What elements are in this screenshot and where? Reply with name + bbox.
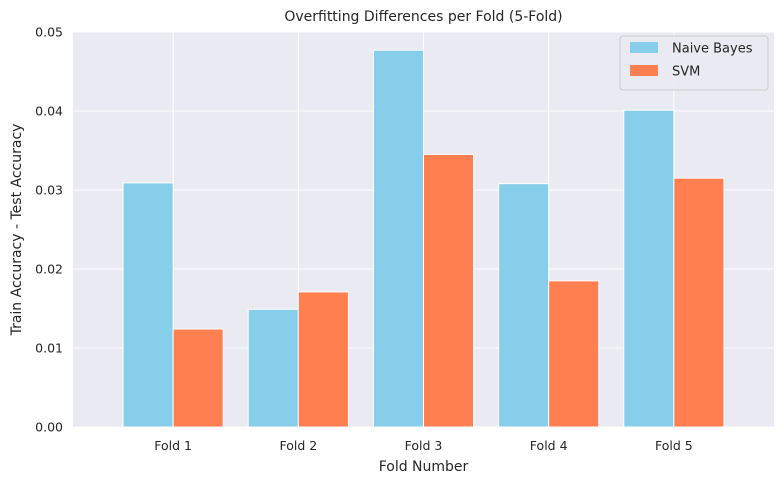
chart-title: Overfitting Differences per Fold (5-Fold… (284, 9, 562, 25)
x-tick-label: Fold 3 (405, 438, 443, 453)
bar-naive-bayes (498, 183, 550, 428)
x-tick-label: Fold 2 (279, 438, 317, 453)
x-axis-ticks: Fold 1 Fold 2 Fold 3 Fold 4 Fold 5 (154, 438, 692, 453)
bar-naive-bayes (122, 182, 174, 428)
bar-svm (673, 177, 725, 428)
x-axis-label: Fold Number (379, 459, 469, 475)
bar-svm (548, 280, 600, 428)
legend-label-svm: SVM (672, 65, 700, 80)
legend: Naive Bayes SVM (619, 35, 769, 91)
y-tick-label: 0.04 (35, 104, 63, 119)
y-axis-ticks: 0.00 0.01 0.02 0.03 0.04 0.05 (35, 25, 63, 435)
legend-label-naive-bayes: Naive Bayes (672, 42, 753, 57)
bar-svm (172, 328, 224, 428)
bar-naive-bayes (372, 49, 424, 428)
y-tick-label: 0.03 (35, 183, 63, 198)
x-tick-label: Fold 4 (530, 438, 568, 453)
bars (122, 49, 725, 428)
legend-swatch-svm (630, 65, 658, 76)
y-tick-label: 0.02 (35, 262, 63, 277)
x-tick-label: Fold 1 (154, 438, 192, 453)
y-tick-label: 0.01 (35, 341, 63, 356)
y-axis-label: Train Accuracy - Test Accuracy (9, 124, 25, 337)
x-tick-label: Fold 5 (655, 438, 693, 453)
bar-svm (297, 291, 349, 428)
y-tick-label: 0.00 (35, 420, 63, 435)
bar-svm (423, 153, 475, 428)
legend-swatch-naive-bayes (630, 42, 658, 53)
y-tick-label: 0.05 (35, 25, 63, 40)
bar-naive-bayes (623, 109, 675, 428)
bar-naive-bayes (247, 308, 299, 428)
